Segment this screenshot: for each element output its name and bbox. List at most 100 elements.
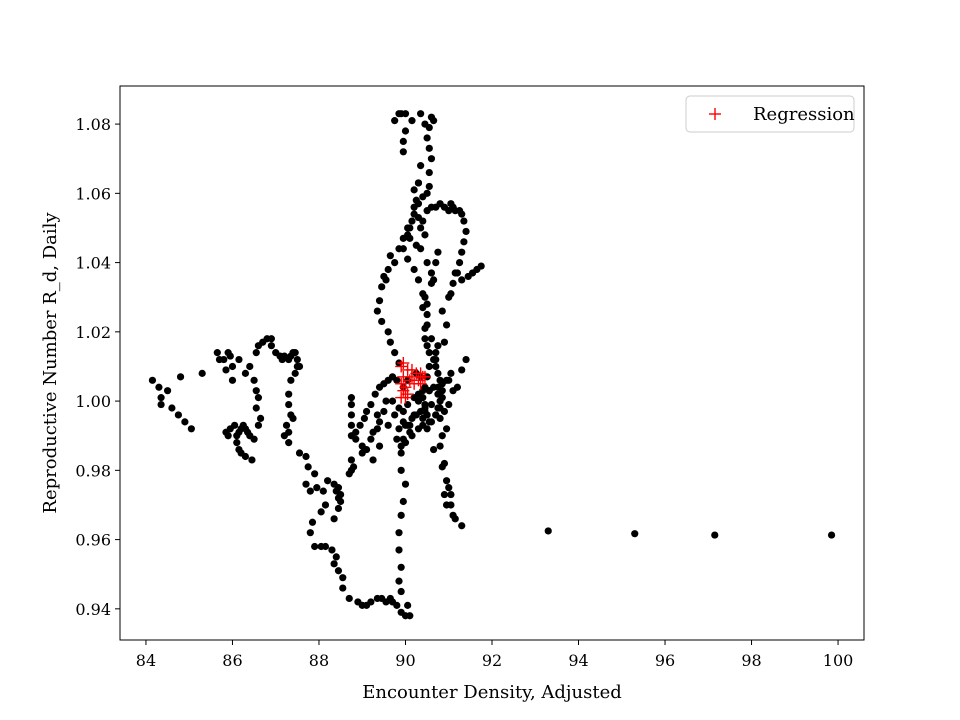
x-tick-label: 96 — [655, 651, 675, 670]
data-point — [423, 134, 431, 142]
data-point — [436, 442, 444, 450]
data-point — [404, 231, 412, 239]
data-point — [362, 445, 371, 454]
data-point — [423, 321, 431, 329]
data-point — [352, 435, 360, 443]
data-point — [282, 421, 291, 429]
data-point — [330, 515, 338, 523]
data-point — [406, 224, 414, 232]
data-point — [401, 439, 410, 447]
data-point — [423, 342, 431, 350]
data-point — [425, 387, 433, 395]
data-point — [378, 317, 386, 326]
data-point — [252, 404, 260, 412]
data-point — [285, 390, 293, 398]
data-point — [369, 456, 377, 464]
x-axis-label: Encounter Density, Adjusted — [362, 682, 622, 703]
data-point — [410, 265, 418, 274]
data-point — [414, 179, 423, 187]
legend-marker-regression — [709, 108, 721, 120]
data-point — [163, 387, 172, 395]
data-point — [434, 369, 442, 377]
data-point — [285, 400, 293, 409]
data-point — [291, 369, 299, 377]
data-point — [417, 162, 425, 170]
data-point — [155, 383, 163, 391]
data-point — [436, 404, 444, 412]
data-point — [295, 362, 304, 371]
data-point — [417, 110, 425, 118]
data-point — [373, 307, 381, 315]
data-point — [289, 414, 297, 422]
data-point — [430, 117, 438, 125]
data-point — [408, 432, 416, 440]
data-point — [306, 529, 314, 537]
data-point — [291, 349, 299, 357]
data-point — [308, 518, 317, 526]
data-point — [222, 366, 230, 374]
data-point — [432, 258, 440, 267]
data-point — [321, 542, 330, 551]
x-tick-label: 98 — [741, 651, 761, 670]
data-point — [440, 459, 449, 468]
data-point — [421, 335, 429, 343]
y-tick-label: 1.06 — [75, 184, 111, 203]
data-point — [375, 442, 384, 450]
data-point — [254, 421, 263, 429]
data-point — [360, 414, 368, 422]
data-point — [157, 394, 165, 402]
y-axis-label: Reproductive Number R_d, Daily — [40, 212, 61, 514]
data-point — [427, 155, 436, 163]
data-point — [477, 262, 485, 270]
data-point — [458, 366, 466, 374]
y-tick-label: 0.96 — [75, 531, 111, 550]
data-point — [423, 258, 431, 267]
data-point — [391, 117, 399, 125]
data-point — [404, 601, 412, 609]
data-point — [367, 400, 375, 409]
data-point — [347, 456, 356, 464]
data-point — [332, 553, 340, 561]
data-point — [440, 490, 449, 499]
data-point — [319, 487, 327, 495]
x-tick-label: 94 — [568, 651, 588, 670]
data-point — [447, 501, 455, 509]
data-point — [427, 335, 436, 343]
data-point — [373, 425, 381, 433]
data-point — [250, 435, 258, 443]
data-point — [241, 452, 250, 461]
data-point — [362, 407, 371, 416]
data-point — [406, 612, 414, 620]
data-point — [458, 210, 466, 218]
data-point — [228, 362, 237, 371]
data-point — [447, 369, 455, 377]
data-point — [449, 279, 457, 287]
data-point — [451, 515, 459, 523]
data-point — [324, 477, 332, 485]
data-point — [391, 349, 399, 357]
legend-box — [685, 95, 855, 133]
data-point — [395, 529, 403, 537]
data-point — [241, 369, 250, 377]
data-point — [367, 598, 375, 606]
data-point — [421, 293, 429, 301]
data-point — [410, 186, 418, 194]
data-point — [393, 601, 401, 609]
y-axis: 0.94 0.96 0.98 1.00 1.02 1.04 1.06 1.08 — [75, 115, 120, 619]
regression-point — [405, 370, 418, 383]
data-point — [421, 404, 429, 412]
data-point — [252, 349, 260, 357]
data-point — [395, 577, 403, 585]
data-point — [339, 584, 347, 592]
data-point — [356, 421, 364, 429]
data-point — [397, 511, 405, 519]
data-point — [246, 362, 254, 371]
data-point — [711, 531, 719, 539]
data-point — [440, 338, 449, 346]
data-point — [157, 400, 165, 409]
data-point — [328, 546, 336, 554]
y-tick-label: 0.94 — [75, 600, 111, 619]
data-point — [252, 387, 260, 395]
data-point — [382, 276, 390, 284]
data-point — [293, 355, 301, 364]
